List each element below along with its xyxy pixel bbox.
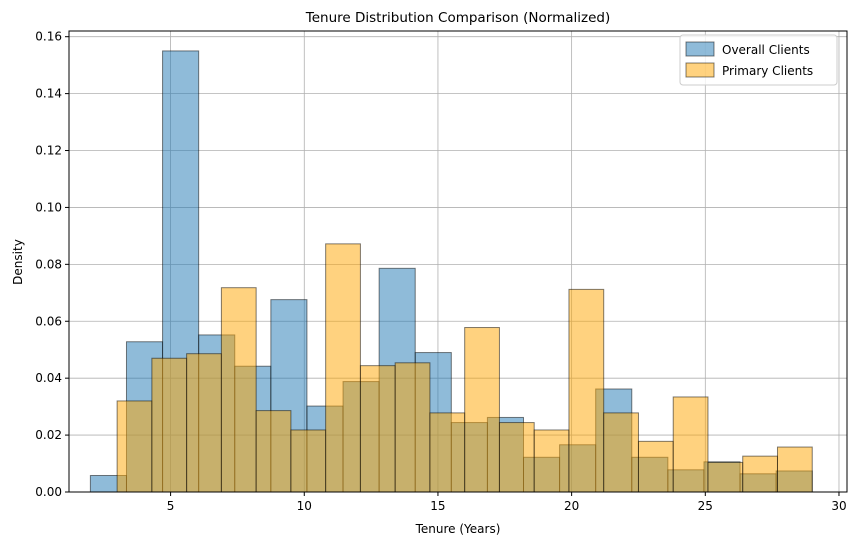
legend-frame [679, 34, 838, 86]
x-axis-label: Tenure (Years) [415, 522, 501, 536]
y-tick-label: 0.12 [35, 144, 62, 158]
histogram-bar-primary-clients [637, 440, 674, 493]
bars-layer [89, 50, 813, 493]
y-tick-label: 0.10 [35, 200, 62, 214]
y-tick-label: 0.16 [35, 30, 62, 44]
histogram-bar-primary-clients [464, 327, 500, 493]
histogram-bar-primary-clients [359, 365, 396, 493]
histogram-bar-primary-clients [186, 353, 222, 493]
plot-frame [68, 30, 848, 493]
legend-swatch-primary-clients [685, 62, 715, 78]
histogram-bar-primary-clients [568, 288, 605, 493]
histogram-bar-primary-clients [325, 243, 361, 493]
legend-label-overall-clients: Overall Clients [722, 43, 810, 57]
histogram-bar-primary-clients [707, 461, 744, 493]
histogram-bar-primary-clients [742, 455, 778, 493]
y-tick-label: 0.04 [35, 371, 62, 385]
legend-label-primary-clients: Primary Clients [722, 64, 813, 78]
x-tick-label: 30 [831, 499, 846, 513]
legend-swatch-overall-clients [685, 41, 715, 57]
histogram-bar-primary-clients [603, 412, 639, 493]
histogram-bar-primary-clients [116, 400, 153, 493]
histogram-bar-primary-clients [151, 357, 188, 493]
histogram-bar-primary-clients [290, 429, 327, 493]
histogram-bar-primary-clients [498, 422, 535, 493]
y-tick-label: 0.02 [35, 428, 62, 442]
y-tick-label: 0.14 [35, 87, 62, 101]
histogram-bar-primary-clients [533, 429, 570, 493]
chart-title: Tenure Distribution Comparison (Normaliz… [305, 10, 610, 26]
y-tick-label: 0.06 [35, 314, 62, 328]
histogram-bar-primary-clients [672, 396, 709, 493]
histogram-bar-primary-clients [255, 410, 292, 493]
y-tick-label: 0.00 [35, 485, 62, 499]
y-tick-label: 0.08 [35, 257, 62, 271]
x-tick-label: 25 [698, 499, 713, 513]
x-tick-label: 20 [564, 499, 579, 513]
x-tick-label: 15 [430, 499, 445, 513]
histogram-bar-primary-clients [220, 287, 257, 493]
histogram-bar-primary-clients [776, 446, 813, 493]
legend: Overall Clients Primary Clients [679, 34, 838, 86]
histogram-bar-primary-clients [394, 362, 431, 493]
x-tick-label: 10 [297, 499, 312, 513]
y-axis-label: Density [11, 239, 25, 285]
x-tick-label: 5 [167, 499, 175, 513]
axes: 5 10 15 20 25 30 0.00 0.02 0.04 0.06 0.08 0.10 0.12 0… [35, 30, 848, 513]
histogram-bar-primary-clients [429, 412, 466, 493]
